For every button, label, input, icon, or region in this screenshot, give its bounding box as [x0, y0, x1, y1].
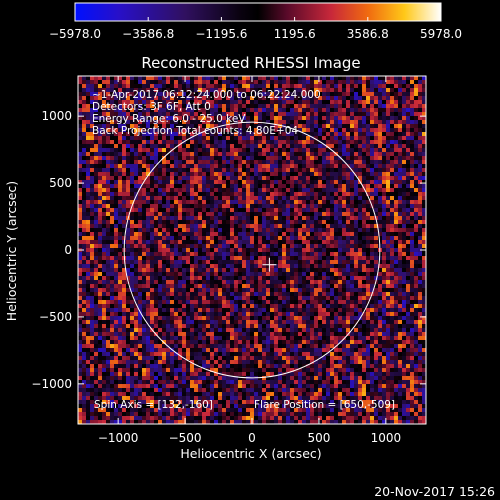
x-tick-label: −500: [169, 431, 202, 445]
solar-disk-outline: [123, 121, 381, 379]
colorbar-tick-label: −1195.6: [195, 27, 247, 41]
y-axis-label: Heliocentric Y (arcsec): [4, 181, 19, 321]
heatmap-image: [78, 76, 426, 424]
energy-range-text: Energy Range: 6.0 - 25.0 keV: [92, 113, 246, 125]
y-tick-label: 1000: [41, 109, 72, 123]
colorbar-tick-label: 3586.8: [347, 27, 389, 41]
spin-axis-text: Spin Axis = [132,-160]: [94, 399, 213, 411]
colorbar-tick-label: −3586.8: [122, 27, 174, 41]
x-tick-label: −1000: [98, 431, 139, 445]
y-tick-label: −1000: [31, 377, 72, 391]
y-tick-label: 0: [64, 243, 72, 257]
x-tick-label: 1000: [371, 431, 402, 445]
x-axis-label: Heliocentric X (arcsec): [180, 446, 321, 461]
flare-position-text: Flare Position = [650,-509]: [254, 399, 395, 411]
detectors-text: Detectors: 3F 6F, Att 0: [92, 101, 211, 113]
footer-timestamp: 20-Nov-2017 15:26: [374, 484, 495, 499]
time-range-text: ~1-Apr-2017 06:12:24.000 to 06:22:24.000: [92, 89, 321, 101]
colorbar-tick-label: −5978.0: [49, 27, 101, 41]
colorbar-ticks: −5978.0 −3586.8 −1195.6 1195.6 3586.8 5978.0: [49, 17, 462, 41]
x-tick-label: 500: [307, 431, 330, 445]
y-tick-label: 500: [49, 176, 72, 190]
y-tick-label: −500: [39, 310, 72, 324]
method-counts-text: Back Projection Total counts: 4.80E+04: [92, 125, 298, 137]
colorbar: [74, 2, 442, 22]
colorbar-tick-label: 5978.0: [420, 27, 462, 41]
x-tick-label: 0: [248, 431, 256, 445]
axis-ticks: −1000 −500 0 500 1000 −1000 −500 0 500 1000: [31, 76, 426, 445]
flare-position-marker: [262, 257, 277, 272]
chart-title: Reconstructed RHESSI Image: [141, 54, 360, 72]
colorbar-tick-label: 1195.6: [274, 27, 316, 41]
